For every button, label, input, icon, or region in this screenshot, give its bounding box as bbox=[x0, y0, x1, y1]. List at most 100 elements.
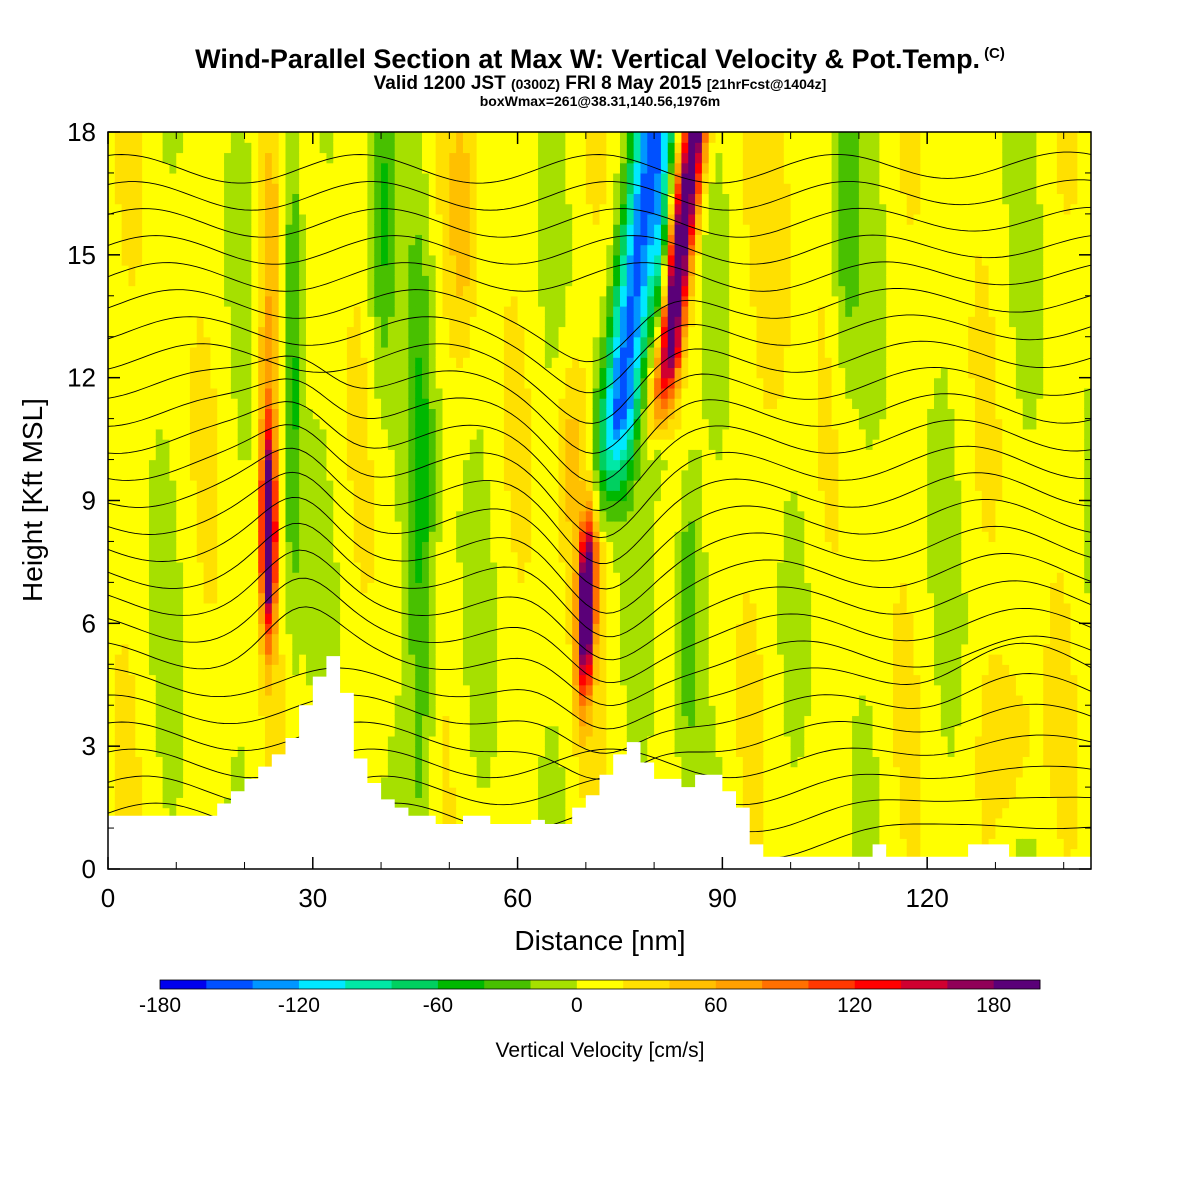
field-cell bbox=[462, 643, 471, 655]
field-cell bbox=[326, 203, 334, 215]
field-cell bbox=[572, 797, 580, 809]
field-cell bbox=[162, 776, 171, 788]
field-cell bbox=[114, 776, 123, 788]
field-cell bbox=[203, 510, 211, 522]
field-cell bbox=[278, 674, 287, 686]
field-cell bbox=[278, 705, 287, 717]
field-cell bbox=[271, 582, 280, 594]
field-cell bbox=[401, 469, 409, 481]
field-cell bbox=[121, 449, 130, 461]
field-cell bbox=[278, 172, 287, 184]
field-cell bbox=[244, 633, 252, 645]
field-cell bbox=[135, 254, 143, 266]
field-cell bbox=[326, 193, 334, 205]
field-cell bbox=[244, 418, 252, 430]
field-cell bbox=[394, 623, 403, 635]
field-cell bbox=[142, 213, 150, 225]
field-cell bbox=[108, 418, 116, 430]
field-cell bbox=[108, 480, 116, 491]
field-cell bbox=[237, 633, 246, 645]
field-cell bbox=[544, 306, 553, 317]
field-cell bbox=[265, 582, 273, 594]
field-cell bbox=[176, 213, 184, 225]
field-cell bbox=[462, 367, 471, 379]
field-cell bbox=[148, 142, 157, 154]
field-cell bbox=[401, 193, 409, 205]
field-cell bbox=[387, 439, 396, 450]
field-cell bbox=[551, 439, 560, 450]
field-cell bbox=[449, 439, 457, 450]
field-cell bbox=[374, 541, 382, 553]
field-cell bbox=[572, 367, 580, 379]
field-cell bbox=[135, 295, 143, 307]
field-cell bbox=[558, 357, 566, 369]
field-cell bbox=[244, 459, 252, 471]
field-cell bbox=[319, 285, 328, 297]
field-cell bbox=[340, 541, 348, 553]
field-cell bbox=[565, 132, 573, 143]
field-cell bbox=[271, 490, 280, 502]
field-cell bbox=[544, 674, 553, 686]
field-cell bbox=[196, 705, 205, 717]
field-cell bbox=[374, 756, 382, 768]
field-cell bbox=[135, 316, 143, 328]
field-cell bbox=[381, 705, 389, 717]
field-cell bbox=[381, 162, 389, 174]
field-cell bbox=[374, 224, 382, 235]
field-cell bbox=[579, 746, 587, 758]
field-cell bbox=[435, 326, 444, 338]
field-cell bbox=[196, 418, 205, 430]
field-cell bbox=[442, 449, 450, 461]
field-cell bbox=[428, 561, 437, 573]
field-cell bbox=[456, 398, 464, 409]
field-cell bbox=[565, 377, 573, 389]
field-cell bbox=[278, 142, 287, 154]
field-cell bbox=[203, 469, 211, 481]
field-cell bbox=[114, 469, 123, 481]
field-cell bbox=[326, 224, 334, 235]
field-cell bbox=[415, 541, 423, 553]
field-cell bbox=[162, 418, 171, 430]
field-cell bbox=[415, 766, 423, 778]
field-cell bbox=[517, 387, 526, 399]
field-cell bbox=[312, 357, 321, 369]
field-cell bbox=[538, 531, 546, 543]
field-cell bbox=[271, 224, 280, 235]
field-cell bbox=[558, 132, 566, 143]
field-cell bbox=[278, 500, 287, 512]
field-cell bbox=[210, 193, 218, 205]
field-cell bbox=[401, 132, 409, 143]
field-cell bbox=[544, 623, 553, 635]
field-cell bbox=[278, 613, 287, 624]
field-cell bbox=[381, 254, 389, 266]
field-cell bbox=[292, 387, 300, 399]
field-cell bbox=[114, 265, 123, 276]
field-cell bbox=[135, 193, 143, 205]
field-cell bbox=[517, 295, 526, 307]
field-cell bbox=[367, 398, 375, 409]
field-cell bbox=[189, 387, 198, 399]
field-cell bbox=[217, 152, 225, 164]
field-cell bbox=[558, 316, 566, 328]
field-cell bbox=[340, 480, 348, 491]
field-cell bbox=[258, 213, 266, 225]
field-cell bbox=[285, 623, 293, 635]
field-cell bbox=[381, 377, 389, 389]
field-cell bbox=[524, 797, 532, 809]
field-cell bbox=[148, 326, 157, 338]
field-cell bbox=[312, 582, 321, 594]
field-cell bbox=[367, 623, 375, 635]
field-cell bbox=[312, 623, 321, 635]
field-cell bbox=[394, 787, 403, 798]
field-cell bbox=[128, 234, 136, 246]
field-cell bbox=[387, 715, 396, 727]
field-cell bbox=[387, 725, 396, 737]
field-cell bbox=[224, 582, 232, 594]
field-cell bbox=[503, 654, 512, 665]
field-cell bbox=[183, 787, 191, 798]
field-cell bbox=[169, 449, 177, 461]
field-cell bbox=[169, 162, 177, 174]
field-cell bbox=[196, 213, 205, 225]
field-cell bbox=[531, 316, 539, 328]
field-cell bbox=[169, 234, 177, 246]
